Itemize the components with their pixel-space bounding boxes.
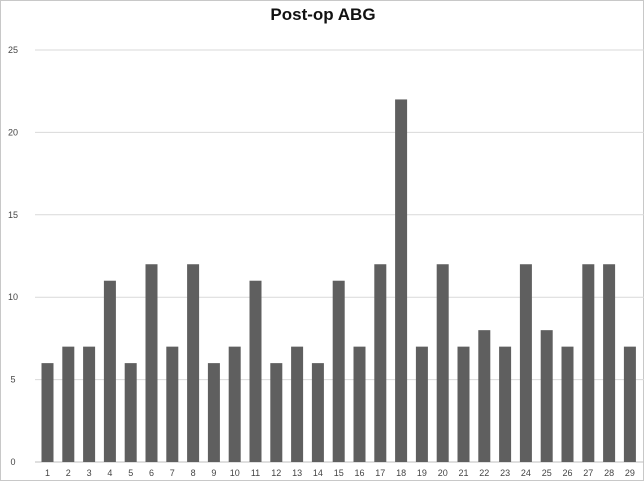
bar-24	[519, 264, 532, 462]
bar-19	[415, 346, 428, 462]
x-tick-label: 27	[583, 468, 593, 478]
x-tick-label: 24	[521, 468, 531, 478]
y-tick-label: 0	[10, 457, 15, 467]
x-tick-label: 29	[625, 468, 635, 478]
x-tick-label: 3	[87, 468, 92, 478]
bar-16	[353, 346, 366, 462]
x-tick-label: 5	[128, 468, 133, 478]
bars	[41, 99, 636, 462]
x-tick-label: 14	[313, 468, 323, 478]
x-tick-label: 25	[542, 468, 552, 478]
y-tick-label: 20	[8, 127, 18, 137]
bar-15	[332, 280, 345, 462]
x-tick-label: 10	[230, 468, 240, 478]
x-tick-label: 15	[334, 468, 344, 478]
bar-5	[124, 363, 137, 462]
bar-7	[166, 346, 179, 462]
x-tick-label: 19	[417, 468, 427, 478]
x-tick-label: 9	[211, 468, 216, 478]
x-tick-label: 28	[604, 468, 614, 478]
x-tick-label: 16	[354, 468, 364, 478]
x-tick-label: 18	[396, 468, 406, 478]
bar-22	[478, 330, 491, 462]
bar-4	[103, 280, 116, 462]
bar-13	[291, 346, 304, 462]
bar-29	[623, 346, 636, 462]
x-tick-label: 20	[438, 468, 448, 478]
bar-3	[83, 346, 96, 462]
bar-2	[62, 346, 75, 462]
x-tick-label: 26	[562, 468, 572, 478]
y-tick-label: 15	[8, 210, 18, 220]
y-tick-label: 5	[10, 375, 15, 385]
bar-11	[249, 280, 262, 462]
x-tick-label: 23	[500, 468, 510, 478]
x-tick-label: 6	[149, 468, 154, 478]
bar-8	[187, 264, 200, 462]
bar-9	[207, 363, 220, 462]
y-axis-ticks: 0 5 10 15 20 25	[8, 45, 18, 467]
x-tick-label: 17	[375, 468, 385, 478]
x-tick-label: 8	[191, 468, 196, 478]
x-axis-ticks: 1 2 3 4 5 6 7 8 9 10 11 12 13 14 15 16 17 18 19 20 21 22 23 24 2…	[45, 468, 635, 478]
x-tick-label: 11	[251, 468, 260, 478]
bar-1	[41, 363, 54, 462]
x-tick-label: 21	[458, 468, 468, 478]
x-tick-label: 13	[292, 468, 302, 478]
bar-25	[540, 330, 553, 462]
bar-14	[311, 363, 324, 462]
bar-23	[499, 346, 512, 462]
x-tick-label: 1	[45, 468, 50, 478]
x-tick-label: 22	[479, 468, 489, 478]
bar-21	[457, 346, 470, 462]
y-tick-label: 25	[8, 45, 18, 55]
y-tick-label: 10	[8, 292, 18, 302]
chart-title: Post-op ABG	[270, 5, 376, 24]
bar-17	[374, 264, 387, 462]
bar-26	[561, 346, 574, 462]
bar-6	[145, 264, 158, 462]
bar-10	[228, 346, 241, 462]
x-tick-label: 12	[271, 468, 281, 478]
bar-27	[582, 264, 595, 462]
bar-12	[270, 363, 283, 462]
bar-28	[603, 264, 616, 462]
x-tick-label: 2	[66, 468, 71, 478]
bar-20	[436, 264, 449, 462]
x-tick-label: 7	[170, 468, 175, 478]
bar-18	[395, 99, 408, 462]
x-tick-label: 4	[107, 468, 112, 478]
